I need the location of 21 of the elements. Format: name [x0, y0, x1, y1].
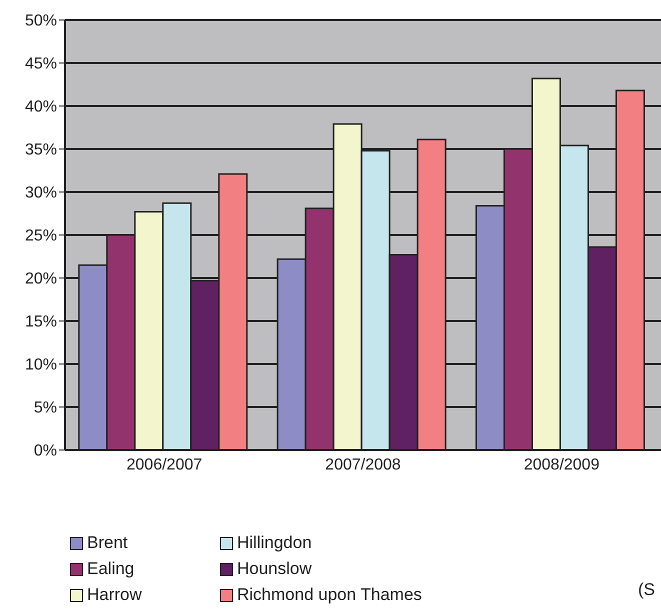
x-tick-label: 2007/2008 — [325, 456, 401, 474]
legend-label: Brent — [87, 533, 128, 553]
legend-label: Harrow — [87, 585, 142, 605]
y-tick-label: 50% — [24, 12, 57, 30]
text: (S — [638, 580, 655, 600]
y-tick-label: 35% — [24, 142, 57, 159]
legend-label: Richmond upon Thames — [237, 585, 422, 605]
y-tick-label: 10% — [24, 356, 57, 374]
y-tick-label: 0% — [34, 442, 57, 460]
y-tick-label: 5% — [34, 400, 57, 417]
y-tick-label: 45% — [24, 56, 57, 73]
legend-label: Hounslow — [237, 559, 312, 579]
y-tick-label: 30% — [24, 184, 57, 202]
x-tick-label: 2006/2007 — [126, 456, 202, 474]
y-tick-label: 15% — [24, 314, 57, 331]
y-tick-label: 40% — [24, 98, 57, 116]
y-tick-label: 25% — [24, 228, 57, 245]
legend-label: Ealing — [87, 559, 134, 579]
legend-label: Hillingdon — [237, 533, 312, 553]
y-tick-label: 20% — [24, 270, 57, 288]
x-tick-label: 2008/2009 — [524, 456, 600, 474]
